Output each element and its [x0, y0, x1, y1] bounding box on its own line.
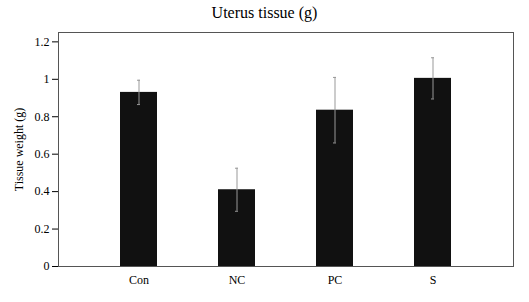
- svg-text:S: S: [430, 273, 437, 287]
- svg-text:Con: Con: [129, 273, 149, 287]
- svg-text:0.2: 0.2: [35, 222, 50, 236]
- svg-text:0.4: 0.4: [35, 184, 50, 198]
- svg-text:0.6: 0.6: [35, 147, 50, 161]
- html-text:Uterus tissue (g): Uterus tissue (g): [211, 4, 318, 21]
- svg-text:PC: PC: [328, 273, 343, 287]
- svg-text:1: 1: [44, 72, 50, 86]
- svg-text:1.2: 1.2: [35, 35, 50, 49]
- svg-text:Tissue weight (g): Tissue weight (g): [12, 108, 26, 192]
- svg-text:0.8: 0.8: [35, 110, 50, 124]
- svg-text:0: 0: [44, 259, 50, 273]
- svg-text:NC: NC: [229, 273, 246, 287]
